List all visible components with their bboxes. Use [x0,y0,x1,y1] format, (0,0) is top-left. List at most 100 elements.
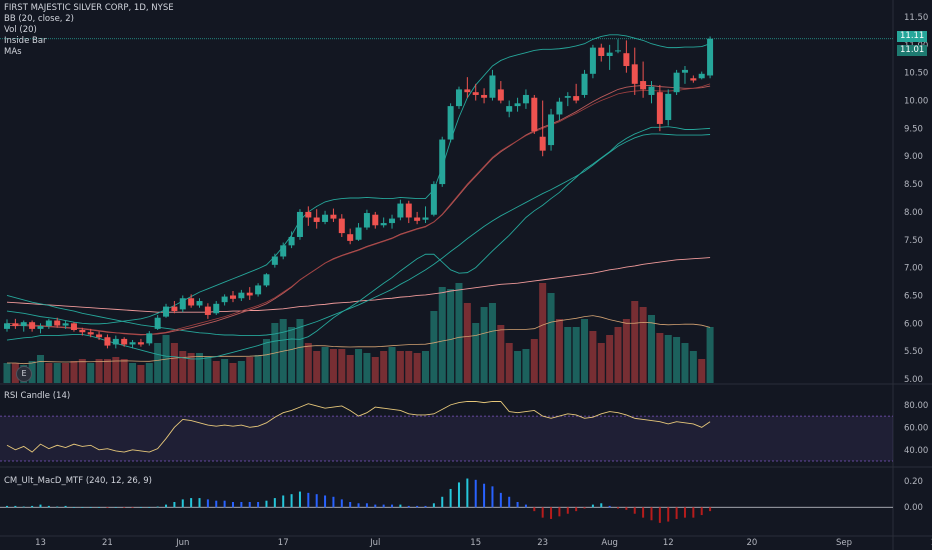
volume-bar [288,327,296,383]
macd-histogram-bar [583,507,586,509]
candle-body [280,245,287,257]
candle-body [514,103,521,107]
volume-bar [622,319,630,383]
ma-short-line [6,83,711,336]
price-tick-label: 5.50 [904,347,923,357]
volume-bar [170,343,178,383]
chart-legend: FIRST MAJESTIC SILVER CORP, 1D, NYSE BB … [4,3,174,58]
macd-histogram-bar [382,504,385,508]
volume-ma-line [7,315,711,365]
candle-body [656,92,663,124]
volume-bar [463,303,471,383]
volume-bar [237,361,245,383]
price-tick-label: 8.00 [904,208,923,218]
x-tick-label: Jun [175,538,189,548]
rsi-pane-title[interactable]: RSI Candle (14) [4,391,71,401]
volume-bar [639,307,647,383]
volume-bar [539,283,547,383]
candle-body [372,214,379,226]
candle-body [405,203,412,218]
macd-histogram-bar [215,500,218,508]
volume-bar [706,327,714,383]
candle-body [129,342,136,345]
candle-body [188,298,195,306]
x-tick-label: 21 [102,538,113,548]
volume-bar [564,327,572,383]
macd-histogram-bar [349,502,352,508]
volume-bar [346,355,354,383]
macd-histogram-bar [181,499,184,508]
macd-pane-title[interactable]: CM_Ult_MacD_MTF (240, 12, 26, 9) [4,476,152,486]
indicator-bb[interactable]: BB (20, close, 2) [4,14,74,24]
macd-histogram-bar [89,507,92,508]
indicator-inside-bar[interactable]: Inside Bar [4,36,47,46]
candle-body [615,50,622,52]
rsi-band [0,416,893,461]
volume-bar [472,323,480,383]
macd-histogram-bar [617,507,620,509]
volume-bar [53,363,61,383]
ma-long-line [6,133,711,337]
candle-body [238,292,245,299]
macd-histogram-bar [131,507,134,508]
candle-body [497,89,504,101]
candle-body [389,218,396,224]
volume-bar [455,283,463,383]
volume-bar [154,343,162,383]
symbol-title[interactable]: FIRST MAJESTIC SILVER CORP, 1D, NYSE [4,3,174,13]
macd-histogram-bar [56,506,59,508]
candle-body [104,337,111,346]
candle-body [681,69,688,73]
indicator-mas[interactable]: MAs [4,47,22,57]
macd-histogram-bar [600,503,603,508]
volume-bar [388,347,396,383]
candle-body [171,306,178,312]
volume-bar [488,303,496,383]
x-tick-label: 15 [470,538,481,548]
candle-body [673,72,680,93]
candle-body [347,234,354,241]
macd-histogram-bar [508,496,511,508]
macd-histogram-bar [357,503,360,508]
x-tick-label: 23 [537,538,548,548]
volume-bar [11,363,19,383]
macd-histogram-bar [591,504,594,508]
volume-bar [497,325,505,383]
candle-body [631,64,638,84]
volume-bar [581,319,589,383]
volume-bar [254,355,262,383]
macd-histogram-bar [491,486,494,508]
candle-body [363,213,370,228]
x-tick-label: Aug [601,538,618,548]
volume-bar [212,361,220,383]
candle-body [146,333,153,344]
candle-body [12,323,19,327]
candle-body [54,320,61,326]
macd-histogram-bar [474,479,477,508]
volume-bar [3,363,11,383]
macd-histogram-bar [282,495,285,508]
volume-bar [413,353,421,383]
volume-bar [296,319,304,383]
macd-histogram-bar [700,507,703,516]
candle-body [263,274,270,286]
candle-body [37,326,44,329]
volume-bar [380,351,388,383]
indicator-vol[interactable]: Vol (20) [4,25,37,35]
price-tick-label: 5.00 [904,375,923,385]
volume-bar [36,355,44,383]
volume-bar [647,315,655,383]
candle-body [489,75,496,98]
candle-body [70,323,77,330]
earnings-marker[interactable]: E [16,366,32,382]
volume-bar [422,351,429,383]
macd-histogram-bar [231,502,234,508]
volume-bar [572,327,580,383]
candle-body [665,93,672,121]
macd-histogram-bar [558,507,561,517]
volume-bar [589,331,597,383]
macd-histogram-bar [667,507,670,522]
macd-histogram-bar [6,505,8,508]
candle-body [539,136,546,151]
